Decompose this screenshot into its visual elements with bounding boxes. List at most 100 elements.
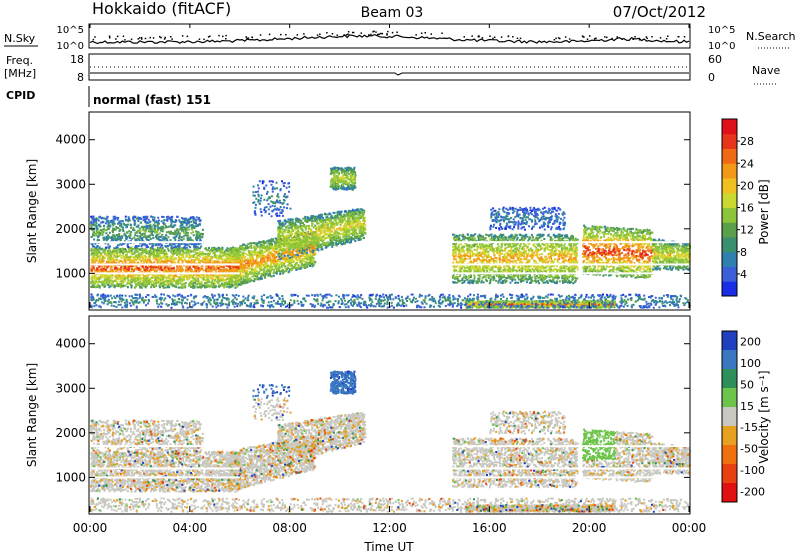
velocity-colorbar-segment xyxy=(722,388,737,408)
power-colorbar-label: Power [dB] xyxy=(757,179,771,244)
nave-tick-bottom: 0 xyxy=(708,71,715,84)
velocity-colorbar-segment xyxy=(722,331,737,351)
x-tick-label: 12:00 xyxy=(372,521,407,535)
velocity-cell-group xyxy=(252,370,357,399)
power-colorbar-segment xyxy=(722,237,737,253)
velocity-colorbar-segment xyxy=(722,426,737,446)
freq-trace xyxy=(90,72,689,76)
velocity-colorbar-tick-label: -200 xyxy=(740,485,765,498)
velocity-panel-frame xyxy=(88,315,691,515)
velocity-colorbar-segment xyxy=(722,483,737,503)
velocity-ylabel: Slant Range [km] xyxy=(25,363,39,467)
power-heatmap-cells xyxy=(90,166,692,309)
x-tick-label: 00:00 xyxy=(672,521,707,535)
velocity-colorbar-tick-label: -50 xyxy=(740,443,758,456)
power-colorbar-segment xyxy=(722,266,737,282)
velocity-heatmap-cells xyxy=(90,370,691,513)
power-colorbar-segment xyxy=(722,178,737,194)
power-panel-frame xyxy=(88,111,691,311)
power-cell-group xyxy=(90,173,691,309)
nsky-trace xyxy=(89,30,690,45)
freq-tick-bottom: 8 xyxy=(77,71,84,84)
power-colorbar-segment xyxy=(722,163,737,179)
velocity-range-gap xyxy=(451,476,689,479)
power-colorbar-segment xyxy=(722,281,737,297)
velocity-colorbar-segment xyxy=(722,407,737,427)
power-colorbar-segment xyxy=(722,192,737,208)
nsearch-tick-bottom: 10^0 xyxy=(708,41,735,52)
velocity-y-axis: 1000 2000 3000 4000 xyxy=(55,337,690,484)
velocity-colorbar-tick-label: 15 xyxy=(740,400,754,413)
station-title: Hokkaido (fitACF) xyxy=(92,0,231,18)
x-tick-label: 20:00 xyxy=(572,521,607,535)
time-xlabel: Time UT xyxy=(363,540,414,554)
power-colorbar: 4 8 12 16 20 24 28 xyxy=(721,118,754,297)
velocity-colorbar-segment xyxy=(722,350,737,370)
power-y-axis: 1000 2000 3000 4000 xyxy=(55,133,690,280)
velocity-colorbar-segment xyxy=(722,369,737,389)
freq-panel-frame xyxy=(88,53,691,81)
power-range-gap xyxy=(451,241,689,244)
power-cell-group xyxy=(91,245,653,306)
velocity-ytick-label: 1000 xyxy=(55,470,86,484)
power-colorbar-tick-label: 16 xyxy=(740,202,754,215)
velocity-colorbar: 200 100 50 15 -15 -50 -100 -200 xyxy=(721,330,765,503)
beam-title: Beam 03 xyxy=(361,5,424,21)
power-colorbar-segment xyxy=(722,207,737,223)
velocity-colorbar-tick-label: 100 xyxy=(740,357,761,370)
time-x-axis: 00:00 04:00 08:00 12:00 16:00 20:00 00:00 xyxy=(73,24,707,535)
power-range-gap xyxy=(451,263,689,266)
velocity-cell-group xyxy=(90,399,691,513)
nsearch-tick-top: 10^5 xyxy=(708,25,735,36)
velocity-range-gap xyxy=(451,445,689,448)
power-ylabel: Slant Range [km] xyxy=(25,159,39,263)
velocity-colorbar-tick-label: -15 xyxy=(740,421,758,434)
nsky-series xyxy=(89,33,690,45)
velocity-ytick-label: 3000 xyxy=(55,381,86,395)
power-colorbar-segment xyxy=(722,133,737,149)
power-colorbar-tick-label: 4 xyxy=(740,268,747,281)
nsky-label: N.Sky xyxy=(4,32,36,45)
velocity-colorbar-tick-label: -100 xyxy=(740,464,765,477)
power-colorbar-tick-label: 20 xyxy=(740,179,754,192)
velocity-ytick-label: 4000 xyxy=(55,337,86,351)
velocity-range-gap xyxy=(90,476,240,479)
power-colorbar-tick-label: 12 xyxy=(740,224,754,237)
x-tick-label: 08:00 xyxy=(272,521,307,535)
x-tick-label: 04:00 xyxy=(173,521,208,535)
freq-label: Freq. xyxy=(6,54,33,67)
x-tick-label: 00:00 xyxy=(73,521,108,535)
cpid-value: normal (fast) 151 xyxy=(93,93,211,107)
nsearch-label: N.Search xyxy=(746,30,796,43)
x-tick-label: 16:00 xyxy=(472,521,507,535)
freq-unit-label: [MHz] xyxy=(4,67,36,80)
power-range-gap xyxy=(451,272,689,275)
velocity-colorbar-segment xyxy=(722,464,737,484)
power-colorbar-segment xyxy=(722,251,737,267)
power-colorbar-segment xyxy=(722,119,737,135)
freq-tick-top: 18 xyxy=(70,53,84,66)
power-colorbar-tick-label: 28 xyxy=(740,135,754,148)
nave-label: Nave xyxy=(752,64,780,77)
velocity-ytick-label: 2000 xyxy=(55,426,86,440)
velocity-colorbar-tick-label: 200 xyxy=(740,336,761,349)
nsearch-series xyxy=(92,30,686,41)
power-colorbar-segment xyxy=(722,222,737,238)
date-title: 07/Oct/2012 xyxy=(613,3,706,21)
velocity-colorbar-label: Velocity [m s⁻¹] xyxy=(757,370,771,463)
power-range-gap xyxy=(90,241,240,244)
velocity-range-gap xyxy=(451,467,689,470)
power-ytick-label: 3000 xyxy=(55,177,86,191)
power-ytick-label: 4000 xyxy=(55,133,86,147)
nave-tick-top: 60 xyxy=(708,53,722,66)
nsky-tick-bottom: 10^0 xyxy=(57,41,84,52)
power-cell-group xyxy=(641,252,648,256)
velocity-range-gap xyxy=(90,445,240,448)
power-range-gap xyxy=(90,263,240,266)
power-colorbar-tick-label: 24 xyxy=(740,157,754,170)
velocity-range-gap xyxy=(90,467,240,470)
power-range-gap xyxy=(90,272,240,275)
velocity-colorbar-segment xyxy=(722,445,737,465)
power-ytick-label: 2000 xyxy=(55,222,86,236)
